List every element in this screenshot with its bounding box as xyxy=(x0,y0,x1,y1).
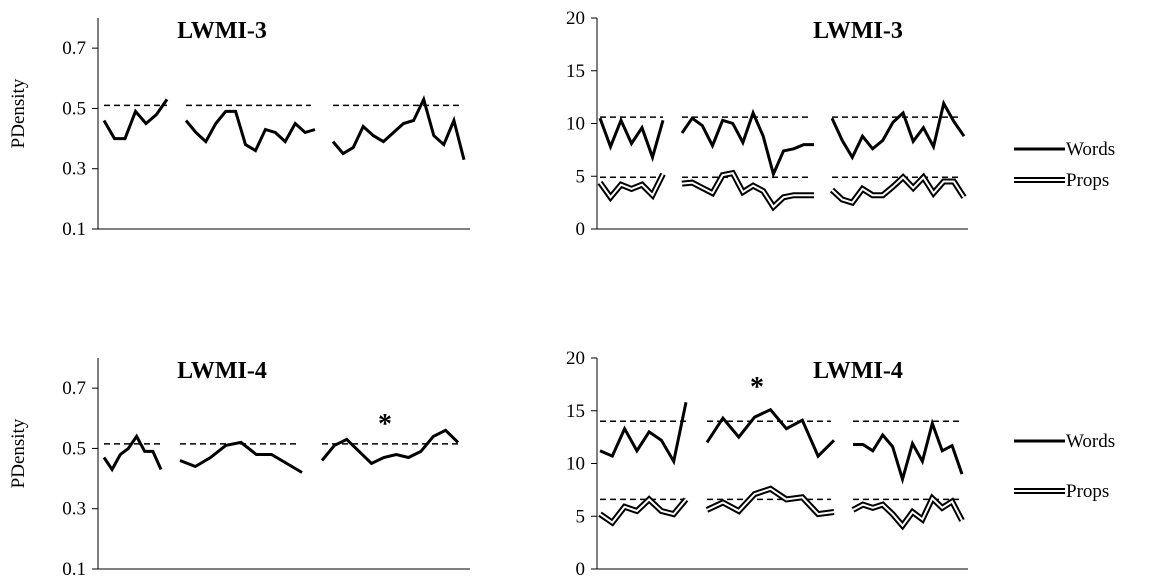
y-tick-label: 10 xyxy=(566,454,585,475)
props-series-line-inner xyxy=(852,496,963,528)
props-series-line-inner xyxy=(831,175,965,204)
y-tick-label: 0 xyxy=(576,559,586,577)
series-series-line xyxy=(102,98,169,141)
legend-props-label: Props xyxy=(1066,481,1109,502)
chart-title: LWMI-4 xyxy=(177,358,267,384)
chart-title: LWMI-3 xyxy=(813,18,903,44)
y-tick-label: 0.1 xyxy=(62,219,86,240)
y-tick-label: 5 xyxy=(576,506,586,527)
chart-panel-3: 0.1 0.3 0.5 0.7 PDensity LWMI-4 * xyxy=(8,358,470,577)
legend-words-label: Words xyxy=(1066,431,1115,452)
words-series-line xyxy=(599,401,688,466)
y-tick-label: 0.1 xyxy=(62,559,86,577)
props-series-line xyxy=(851,493,965,531)
chart-title: LWMI-3 xyxy=(177,18,267,44)
words-series-line xyxy=(680,108,814,179)
significance-asterisk: * xyxy=(378,409,392,440)
y-tick-label: 0.3 xyxy=(62,499,86,520)
y-tick-label: 15 xyxy=(566,401,585,422)
series-series-line xyxy=(331,95,466,161)
y-tick-label: 0.3 xyxy=(62,159,86,180)
y-axis-label: PDensity xyxy=(8,78,29,148)
props-series-line-inner xyxy=(599,498,687,524)
words-series-line xyxy=(598,116,665,163)
props-series-line-inner xyxy=(681,171,814,209)
words-series-line xyxy=(830,99,966,161)
y-tick-label: 0 xyxy=(576,219,586,240)
chart-panel-2: 0 5 10 15 20 LWMI-3 Words Props xyxy=(566,8,1115,240)
y-tick-label: 20 xyxy=(566,8,585,29)
series-series-line xyxy=(179,440,303,474)
chart-panel-4: 0 5 10 15 20 LWMI-4 * Words Props xyxy=(566,348,1115,577)
legend-props-label: Props xyxy=(1066,170,1109,191)
y-tick-label: 5 xyxy=(576,166,586,187)
y-tick-label: 0.7 xyxy=(62,38,86,59)
props-series-line-inner xyxy=(599,173,664,199)
series-series-line xyxy=(102,433,163,473)
legend-words-label: Words xyxy=(1066,139,1115,160)
chart-title: LWMI-4 xyxy=(813,358,903,384)
y-tick-label: 20 xyxy=(566,348,585,369)
chart-panel-1: 0.1 0.3 0.5 0.7 PDensity LWMI-3 xyxy=(8,18,470,240)
y-axis-label: PDensity xyxy=(8,418,29,488)
props-series-line-inner xyxy=(706,487,835,516)
props-series-line xyxy=(598,495,689,527)
series-series-line xyxy=(320,428,460,466)
words-series-line xyxy=(853,418,964,485)
y-tick-label: 0.7 xyxy=(62,378,86,399)
y-tick-label: 0.5 xyxy=(62,98,86,119)
y-tick-label: 10 xyxy=(566,114,585,135)
significance-asterisk: * xyxy=(750,372,764,403)
y-tick-label: 0.5 xyxy=(62,438,86,459)
words-series-line xyxy=(705,407,836,459)
series-series-line xyxy=(184,109,316,153)
y-tick-label: 15 xyxy=(566,61,585,82)
